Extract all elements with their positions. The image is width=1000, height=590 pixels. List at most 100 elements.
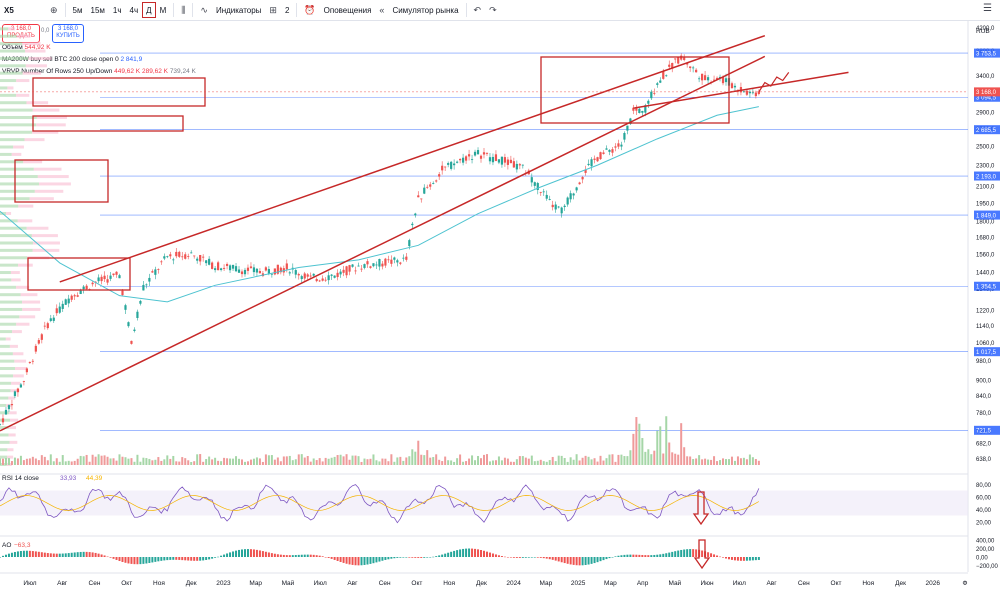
- volume-bar: [44, 457, 46, 465]
- volume-bar: [352, 456, 354, 465]
- volume-bar: [187, 460, 189, 465]
- volume-bar: [232, 459, 234, 465]
- ao-bar: [558, 557, 560, 561]
- candle-body: [139, 301, 141, 304]
- volume-bar: [286, 456, 288, 465]
- ao-bar: [35, 551, 37, 557]
- candle-body: [441, 166, 443, 171]
- y-tick-label: 2900,0: [976, 111, 995, 117]
- volume-bar: [704, 459, 706, 465]
- candle-body: [169, 254, 171, 256]
- ao-bar: [384, 557, 386, 560]
- y-tick-label: 1440,0: [976, 271, 995, 277]
- ao-bar: [340, 557, 342, 562]
- ao-bar: [214, 557, 216, 558]
- volume-bar: [139, 462, 141, 465]
- volume-bar: [441, 461, 443, 465]
- ao-bar: [202, 557, 204, 560]
- candle-body: [695, 70, 697, 72]
- candle-body: [109, 276, 111, 279]
- candle-body: [304, 273, 306, 278]
- volume-profile-up-bar: [0, 182, 39, 185]
- candle-body: [611, 149, 613, 153]
- volume-bar: [659, 426, 661, 465]
- ao-tick-label: −200,00: [976, 564, 999, 570]
- y-tick-label: 2100,0: [976, 184, 995, 190]
- volume-bar: [486, 454, 488, 465]
- volume-profile-up-bar: [0, 205, 18, 208]
- candle-body: [549, 199, 551, 200]
- ao-bar: [671, 552, 673, 557]
- candle-body: [707, 77, 709, 80]
- y-tick-label: 1060,0: [976, 341, 995, 347]
- ao-bar: [292, 555, 294, 557]
- ao-bar: [411, 557, 413, 558]
- candle-body: [507, 160, 509, 165]
- candle-body: [103, 276, 105, 279]
- volume-bar: [573, 460, 575, 465]
- volume-bar: [758, 461, 760, 465]
- volume-bar: [346, 454, 348, 465]
- volume-bar: [731, 457, 733, 465]
- candle-body: [435, 180, 437, 181]
- candle-body: [447, 163, 449, 165]
- volume-bar: [414, 452, 416, 465]
- ao-bar: [564, 557, 566, 563]
- ao-bar: [38, 552, 40, 557]
- ao-bar: [501, 556, 503, 557]
- volume-bar: [148, 459, 150, 465]
- volume-bar: [429, 458, 431, 465]
- candle-body: [620, 145, 622, 147]
- volume-bar: [737, 456, 739, 465]
- volume-bar: [384, 459, 386, 465]
- volume-bar: [101, 456, 103, 465]
- x-tick-label: Авг: [766, 580, 777, 587]
- annotation-box: [541, 57, 729, 123]
- candle-body: [471, 159, 473, 160]
- ao-bar: [142, 557, 144, 564]
- ao-bar: [23, 551, 25, 557]
- ao-bar: [133, 557, 135, 564]
- rsi-tick-label: 20,00: [976, 520, 992, 526]
- volume-bar: [665, 416, 667, 465]
- ao-bar: [372, 557, 374, 563]
- ao-bar: [217, 557, 219, 558]
- candle-body: [80, 291, 82, 294]
- volume-bar: [531, 456, 533, 465]
- volume-bar: [510, 462, 512, 465]
- volume-bar: [271, 455, 273, 465]
- ao-bar: [136, 557, 138, 564]
- volume-bar: [402, 461, 404, 465]
- volume-bar: [292, 460, 294, 465]
- ao-bar: [444, 554, 446, 557]
- ao-bar: [77, 552, 79, 557]
- volume-bar: [752, 457, 754, 465]
- volume-bar: [35, 458, 37, 465]
- ao-bar: [116, 557, 118, 560]
- volume-profile-down-bar: [22, 42, 40, 45]
- candle-body: [393, 257, 395, 259]
- volume-bar: [408, 456, 410, 465]
- volume-bar: [507, 459, 509, 465]
- ao-bar: [749, 557, 751, 561]
- volume-bar: [755, 459, 757, 465]
- candle-body: [599, 152, 601, 159]
- ao-bar: [277, 554, 279, 557]
- volume-bar: [462, 462, 464, 465]
- candle-body: [328, 275, 330, 280]
- candle-body: [411, 224, 413, 225]
- ao-bar: [274, 554, 276, 557]
- volume-bar: [268, 455, 270, 465]
- candle-body: [387, 259, 389, 260]
- ao-bar: [5, 555, 7, 557]
- ao-bar: [600, 557, 602, 561]
- candle-body: [459, 159, 461, 160]
- candle-body: [692, 67, 694, 68]
- ao-bar: [623, 555, 625, 557]
- candle-body: [647, 101, 649, 104]
- volume-profile-down-bar: [25, 50, 45, 53]
- candle-body: [289, 272, 291, 273]
- channel-upper-line: [60, 36, 765, 282]
- ao-bar: [247, 549, 249, 557]
